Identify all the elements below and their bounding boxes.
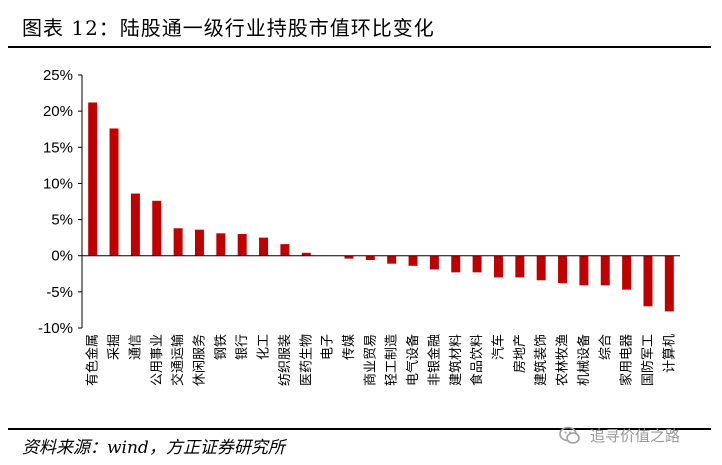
bar <box>344 255 354 259</box>
bar <box>88 102 98 256</box>
x-category-label: 商业贸易 <box>363 334 378 386</box>
bar <box>408 255 418 266</box>
bar <box>194 229 204 256</box>
bar <box>365 255 375 261</box>
x-category-label: 有色金属 <box>85 334 101 386</box>
bar <box>579 255 589 286</box>
x-category-label: 汽车 <box>490 334 506 360</box>
y-axis-ticks: 25% 20% 15% 10% 5% 0% -5% -10% <box>38 67 82 337</box>
bar <box>493 255 503 278</box>
bar <box>216 233 226 256</box>
bar <box>301 252 311 256</box>
x-category-label: 农林牧渔 <box>556 334 571 386</box>
x-category-label: 家用电器 <box>619 334 635 386</box>
x-category-label: 建筑材料 <box>448 334 464 386</box>
x-category-label: 传媒 <box>342 334 357 360</box>
x-category-label: 钢铁 <box>214 334 229 360</box>
chart-title: 图表 12：陆股通一级行业持股市值环比变化 <box>22 16 435 40</box>
x-category-label: 非银金融 <box>426 334 442 386</box>
x-category-label: 通信 <box>128 334 143 360</box>
bar <box>600 255 610 286</box>
y-tick-label: -5% <box>46 284 73 301</box>
x-category-label: 房地产 <box>512 334 528 373</box>
y-tick-label: 10% <box>43 175 73 192</box>
x-category-label: 休闲服务 <box>191 334 207 386</box>
x-category-label: 纺织服装 <box>278 334 293 386</box>
bar <box>152 200 162 256</box>
x-category-label: 食品饮料 <box>469 334 485 386</box>
y-tick-label: 25% <box>43 67 73 84</box>
x-category-label: 机械设备 <box>576 334 592 386</box>
bar <box>429 255 439 270</box>
bar <box>643 255 653 307</box>
bar <box>173 228 183 256</box>
x-category-label: 建筑装饰 <box>533 334 549 386</box>
y-tick-label: 20% <box>43 103 73 120</box>
watermark: 追寻价值之路 <box>558 420 680 450</box>
bar <box>387 255 397 264</box>
bar-chart: 25% 20% 15% 10% 5% 0% -5% -10% 有色金属 采掘 通信 公用事业 交通运输… <box>38 67 680 386</box>
bar <box>451 255 461 273</box>
bar <box>109 128 119 256</box>
bar <box>622 255 632 290</box>
watermark-text: 追寻价值之路 <box>590 426 681 445</box>
x-category-label: 国防军工 <box>640 334 656 386</box>
bar-series <box>88 102 674 312</box>
x-category-label: 公用事业 <box>150 334 165 386</box>
y-tick-label: -10% <box>38 320 73 337</box>
x-category-label: 综合 <box>598 334 613 360</box>
x-category-label: 医药生物 <box>299 334 314 386</box>
source-rule <box>8 428 711 430</box>
x-category-label: 交通运输 <box>170 334 186 386</box>
x-category-label: 电子 <box>321 334 336 360</box>
bar <box>536 255 546 281</box>
y-tick-label: 5% <box>51 212 73 229</box>
y-tick-label: 15% <box>43 139 73 156</box>
title-rule <box>8 46 711 48</box>
x-category-label: 电气设备 <box>405 334 421 386</box>
bar <box>472 255 482 273</box>
x-axis-labels: 有色金属 采掘 通信 公用事业 交通运输 休闲服务 钢铁 银行 化工 纺织服装 医药生物 电子 传媒 商业… <box>85 334 678 386</box>
x-category-label: 化工 <box>257 334 272 360</box>
bar <box>259 237 269 256</box>
y-tick-label: 0% <box>51 248 73 265</box>
source-note: 资料来源：wind，方正证券研究所 <box>22 438 285 458</box>
x-category-label: 计算机 <box>662 334 677 373</box>
bar <box>664 255 674 312</box>
bar <box>130 193 140 256</box>
bar <box>280 244 290 256</box>
wechat-icon <box>559 426 580 444</box>
x-category-label: 银行 <box>235 334 250 360</box>
bar <box>558 255 568 284</box>
bar <box>237 234 247 256</box>
x-category-label: 轻工制造 <box>385 334 400 386</box>
bar <box>515 255 525 278</box>
x-category-label: 采掘 <box>107 334 122 360</box>
